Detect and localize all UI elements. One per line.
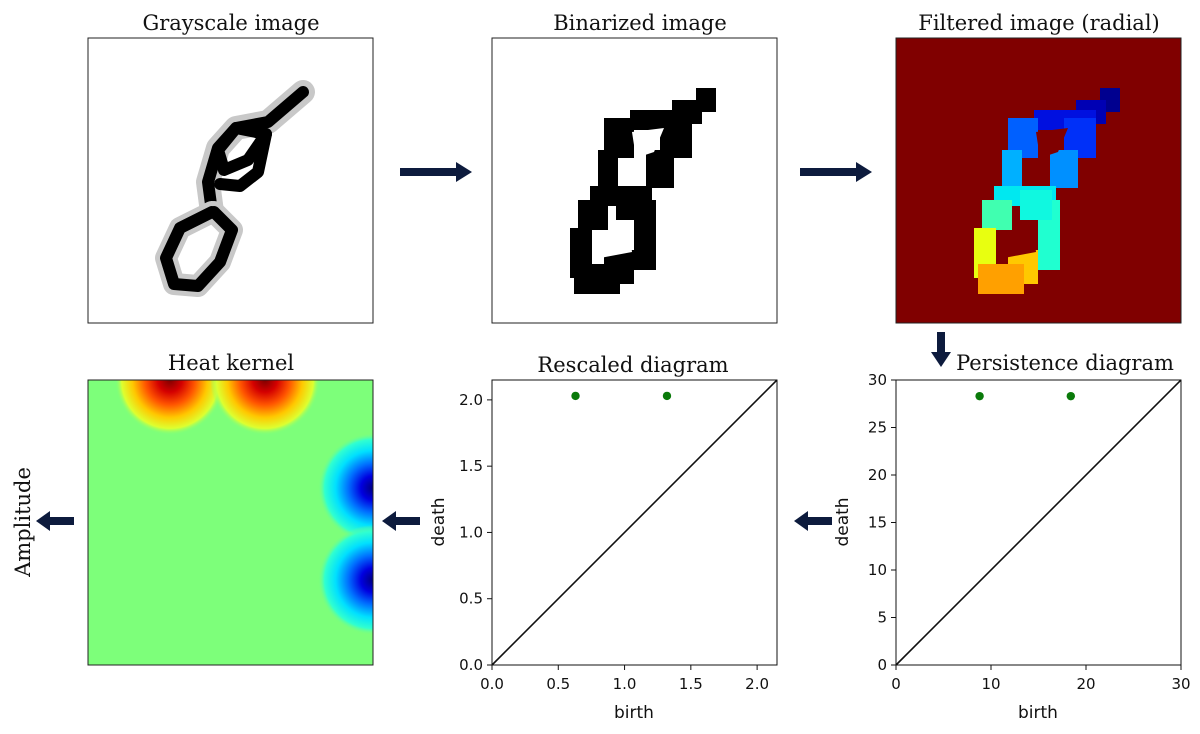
persistence-xtick-label: 30: [1171, 675, 1190, 693]
persistence-xtick-label: 0: [891, 675, 901, 693]
rescaled-xtick-label: 0.0: [480, 675, 504, 693]
persistence-ytick-label: 15: [868, 514, 887, 532]
arrow-right-icon: [400, 162, 472, 182]
amplitude-label: Amplitude: [11, 467, 35, 578]
arrow-left-icon: [794, 511, 832, 531]
persistence-ytick-label: 5: [877, 609, 887, 627]
filtered-holes: [1002, 128, 1068, 258]
persistence-xtick-label: 10: [981, 675, 1000, 693]
persistence-xtick-label: 20: [1076, 675, 1095, 693]
rescaled-point: [571, 391, 580, 401]
grayscale-digit: [155, 80, 315, 297]
filtered-title: Filtered image (radial): [918, 11, 1160, 35]
rescaled-ytick-label: 2.0: [459, 391, 483, 409]
persistence-ytick-label: 20: [868, 466, 887, 484]
rescaled-ytick-label: 1.0: [459, 523, 483, 541]
persistence-ylabel: death: [833, 497, 853, 546]
filtered-digit: [974, 88, 1120, 294]
persistence-title: Persistence diagram: [956, 351, 1174, 375]
binarized-digit: [570, 88, 716, 294]
grayscale-panel: Grayscale image: [87, 11, 374, 324]
heat-kernel-title: Heat kernel: [168, 351, 295, 375]
heat-hot-spot: [210, 380, 320, 435]
binarized-holes: [598, 128, 664, 258]
binarized-panel: Binarized image: [491, 11, 778, 324]
arrow-left-icon: [382, 511, 420, 531]
persistence-point: [975, 391, 984, 401]
persistence-ytick-label: 0: [877, 656, 887, 674]
persistence-point: [1066, 391, 1076, 401]
arrow-left-icon: [36, 511, 74, 531]
rescaled-xtick-label: 1.5: [679, 675, 703, 693]
rescaled-point: [662, 391, 672, 401]
heat-hot-spot: [115, 380, 225, 435]
rescaled-xtick-label: 1.0: [613, 675, 637, 693]
heat-cold-spot: [318, 525, 373, 635]
binarized-title: Binarized image: [553, 11, 727, 35]
rescaled-diagram: Rescaled diagram 0.0 0.5 1.0 1.5 2.0 0.0 0.5 1…: [429, 353, 778, 723]
rescaled-ylabel: death: [429, 497, 449, 546]
rescaled-ytick-label: 0.0: [459, 656, 483, 674]
rescaled-title: Rescaled diagram: [537, 353, 728, 377]
rescaled-ytick-label: 1.5: [459, 457, 483, 475]
filtered-panel: Filtered image (radial): [895, 11, 1182, 324]
arrow-right-icon: [800, 162, 872, 182]
heat-kernel-frame: [87, 379, 374, 666]
heat-cold-spot: [318, 433, 373, 543]
heat-kernel-panel: Heat kernel: [87, 351, 374, 666]
binarized-frame: [491, 37, 778, 324]
persistence-plot-frame: [895, 379, 1182, 666]
persistence-diagonal: [895, 379, 1182, 666]
rescaled-xlabel: birth: [614, 703, 654, 723]
arrow-down-icon: [931, 332, 951, 367]
rescaled-plot-frame: [491, 379, 778, 666]
grayscale-title: Grayscale image: [142, 11, 319, 35]
persistence-ytick-label: 30: [868, 371, 887, 389]
persistence-ytick-label: 10: [868, 561, 887, 579]
rescaled-ytick-label: 0.5: [459, 590, 483, 608]
persistence-ytick-label: 25: [868, 419, 887, 437]
rescaled-xtick-label: 2.0: [745, 675, 769, 693]
filtered-frame: [895, 37, 1182, 324]
rescaled-xtick-label: 0.5: [546, 675, 570, 693]
persistence-xlabel: birth: [1018, 703, 1058, 723]
persistence-diagram: Persistence diagram 0 10 20 30 0 5 10 15 20 25 30…: [833, 351, 1191, 723]
rescaled-diagonal: [491, 379, 778, 666]
